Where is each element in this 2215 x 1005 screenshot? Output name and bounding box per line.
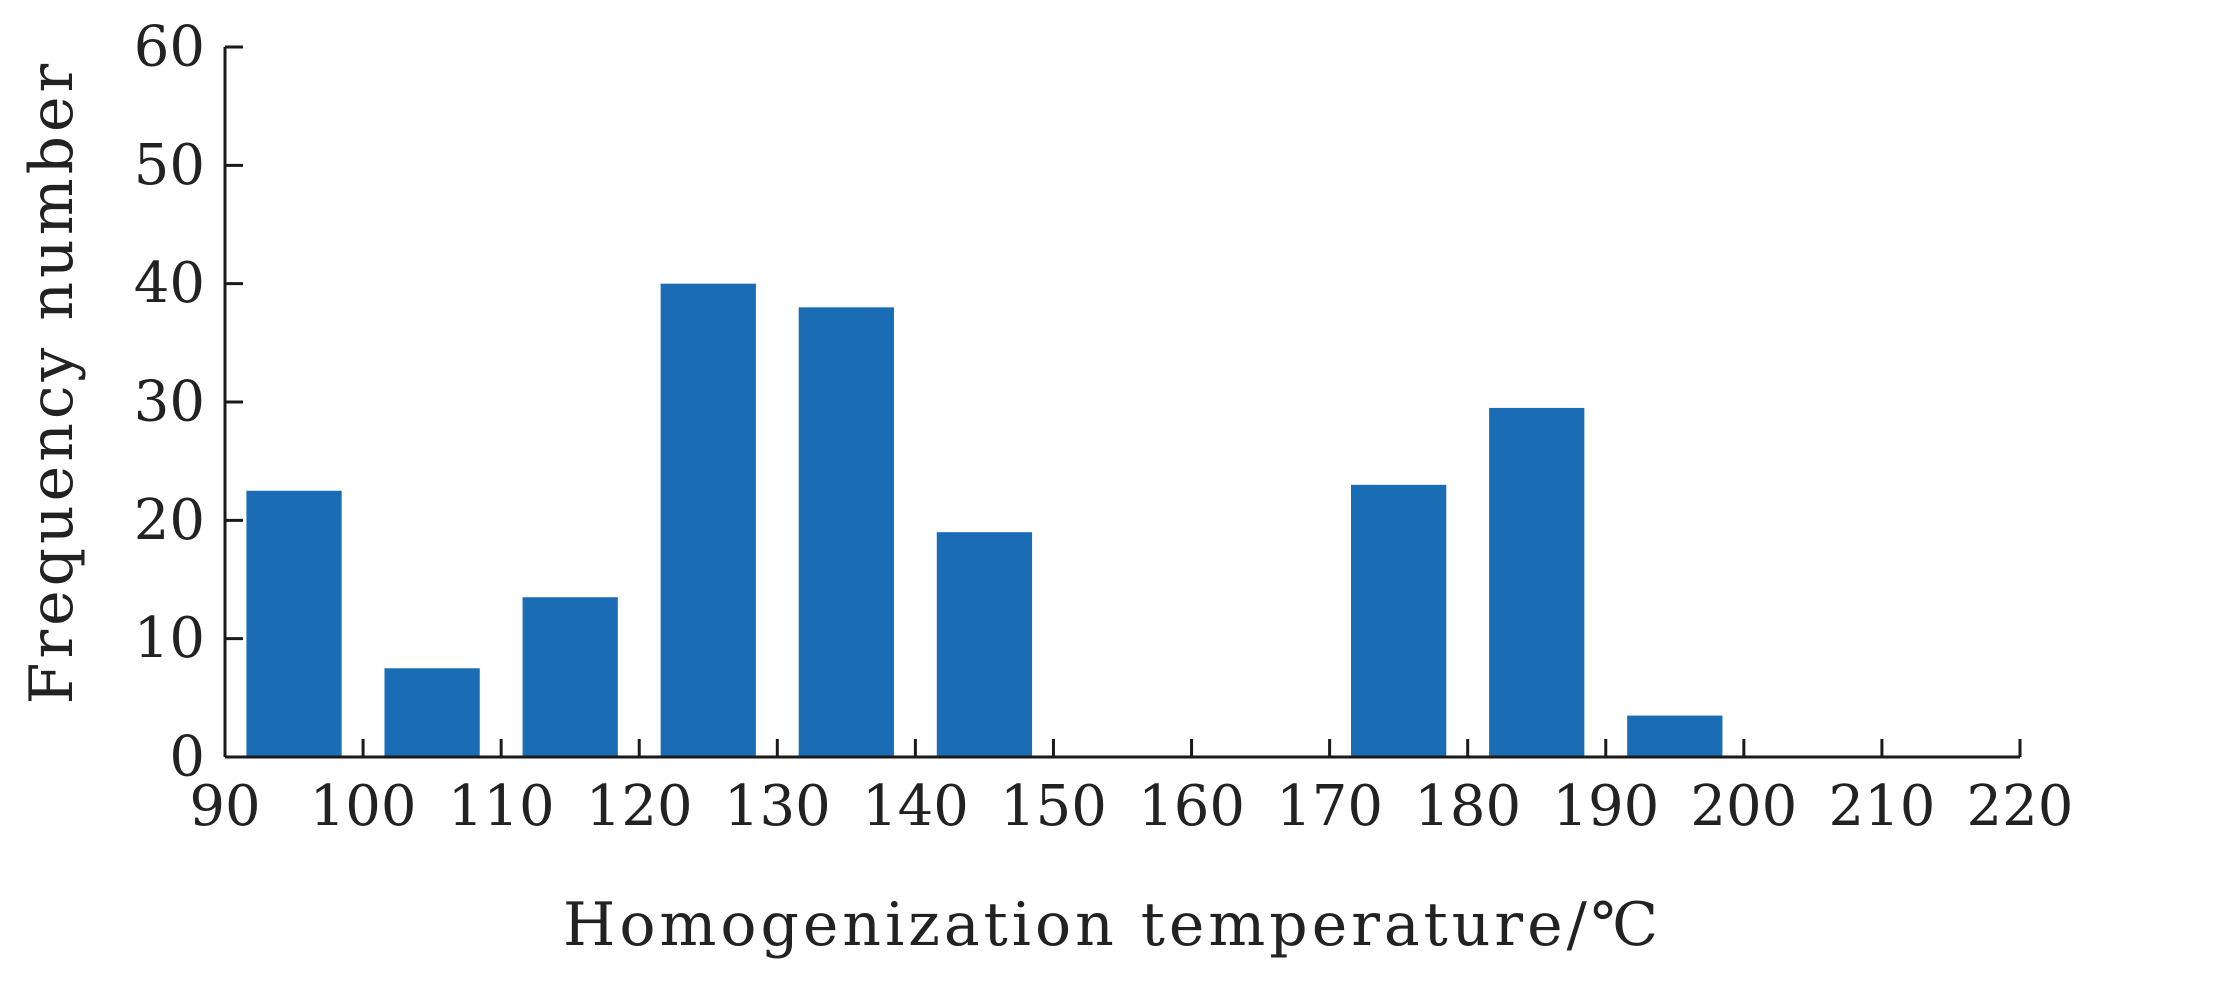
axes-layer <box>223 47 2020 759</box>
bar-170-180 <box>1351 484 1447 757</box>
bars-layer <box>246 283 1723 757</box>
y-tick-label-20: 20 <box>134 488 205 553</box>
x-tick-label-90: 90 <box>189 774 260 839</box>
y-tick-label-40: 40 <box>134 251 205 316</box>
x-tick-label-150: 150 <box>1000 774 1107 839</box>
bar-140-150 <box>936 532 1033 757</box>
bar-110-120 <box>522 597 618 757</box>
y-tick-label-10: 10 <box>134 606 205 671</box>
x-tick-label-160: 160 <box>1138 774 1245 839</box>
bar-100-110 <box>384 668 480 757</box>
bar-130-140 <box>798 307 894 757</box>
x-tick-label-120: 120 <box>586 774 693 839</box>
y-ticks-layer: 0 10 20 30 40 50 60 <box>134 15 243 790</box>
y-tick-label-50: 50 <box>134 133 205 198</box>
bar-120-130 <box>660 283 756 757</box>
x-tick-label-190: 190 <box>1552 774 1659 839</box>
x-tick-label-220: 220 <box>1967 774 2074 839</box>
x-tick-label-110: 110 <box>448 774 555 839</box>
x-tick-label-170: 170 <box>1276 774 1383 839</box>
y-axis-title: Frequency number <box>17 60 87 704</box>
x-tick-label-200: 200 <box>1690 774 1797 839</box>
x-axis-title: Homogenization temperature/℃ <box>563 890 1662 960</box>
bar-180-190 <box>1489 407 1585 757</box>
y-tick-label-0: 0 <box>169 725 205 790</box>
x-ticks-layer: 90 100 110 120 130 140 150 160 170 180 190 200 210 22… <box>189 739 2073 839</box>
bar-190-200 <box>1627 715 1723 757</box>
x-tick-label-210: 210 <box>1828 774 1935 839</box>
bar-90-100 <box>246 490 342 757</box>
x-tick-label-130: 130 <box>724 774 831 839</box>
x-tick-label-100: 100 <box>310 774 417 839</box>
x-tick-label-180: 180 <box>1414 774 1521 839</box>
y-tick-label-60: 60 <box>134 15 205 80</box>
x-tick-label-140: 140 <box>862 774 969 839</box>
y-tick-label-30: 30 <box>134 370 205 435</box>
